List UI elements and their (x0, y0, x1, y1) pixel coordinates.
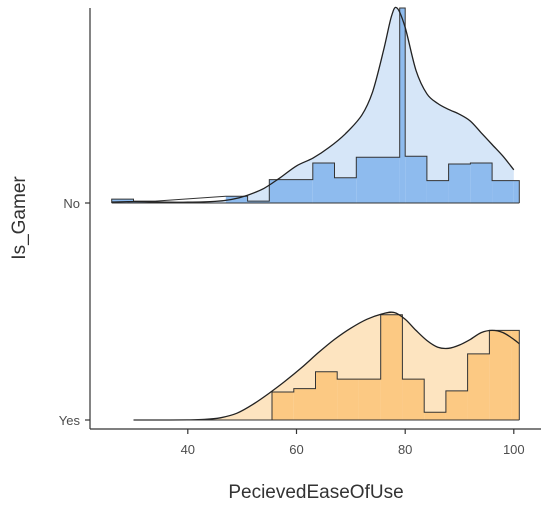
x-tick-label: 40 (181, 442, 195, 457)
histogram-bar (470, 163, 493, 203)
x-tick-label: 80 (398, 442, 412, 457)
histogram-bar (489, 330, 512, 420)
histogram-bar (378, 157, 400, 203)
histogram-bar (448, 164, 471, 203)
histogram-bar (359, 379, 381, 420)
histogram-bar (445, 390, 468, 420)
histogram-bar (269, 179, 291, 203)
histogram-bar (111, 199, 134, 203)
histogram-bar (511, 330, 520, 420)
plot-area (111, 6, 520, 421)
x-axis-title: PecievedEaseOfUse (228, 482, 403, 503)
histogram-bar (337, 379, 359, 420)
histogram-bar (225, 196, 248, 203)
histogram-bar (513, 180, 520, 203)
histogram-bar (405, 156, 427, 203)
histogram-bar (315, 371, 338, 420)
x-tick-label: 100 (503, 442, 525, 457)
histogram-bar (272, 392, 294, 420)
y-axis-ticks: No Yes (59, 196, 90, 428)
histogram-bar (356, 157, 378, 203)
histogram-bar (334, 177, 357, 204)
ridge-yes (133, 311, 520, 421)
histogram-outline-yes (133, 314, 520, 421)
histogram-bar (291, 179, 313, 203)
histogram-bar (424, 412, 446, 420)
histogram-bar (312, 163, 335, 203)
histogram-bar (293, 388, 316, 420)
y-tick-label-yes: Yes (59, 413, 81, 428)
density-area-no (111, 7, 514, 204)
density-curve-no (111, 6, 515, 203)
histogram-bar (380, 314, 403, 420)
x-axis-ticks: 40 60 80 100 (181, 429, 525, 457)
histogram-bar (467, 353, 490, 420)
histogram-bar (399, 8, 406, 203)
x-tick-label: 60 (289, 442, 303, 457)
y-axis-title: Is_Gamer (9, 176, 30, 260)
histogram-outline-no (111, 7, 520, 203)
histogram-bar (402, 379, 425, 420)
histogram-bar (247, 201, 270, 203)
ridge-no (111, 6, 520, 204)
y-tick-label-no: No (63, 196, 80, 211)
density-curve-yes (133, 311, 520, 421)
histogram-bar (492, 180, 514, 203)
histogram-bar (426, 180, 449, 203)
